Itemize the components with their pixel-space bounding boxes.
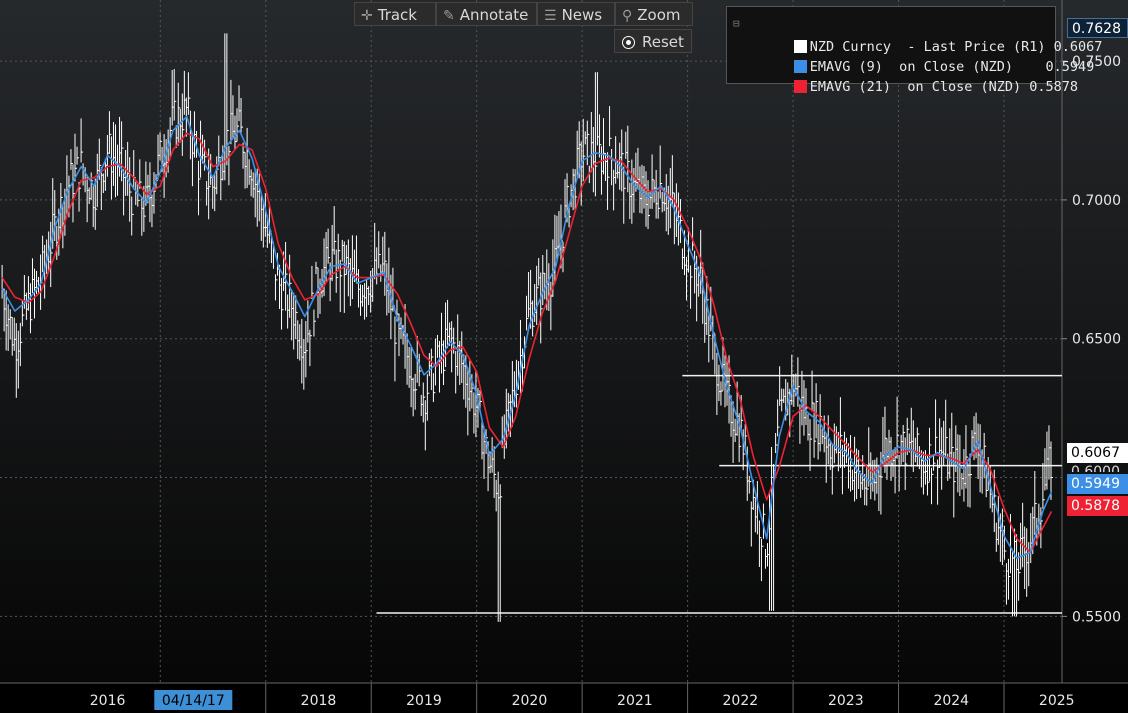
x-tick-label-2025: 2025 [1039,693,1075,709]
crosshair-icon: ✛ [361,8,373,24]
news-button[interactable]: ☰ News [537,2,615,26]
ema9-badge: 0.5949 [1067,474,1128,494]
reset-button[interactable]: Reset [614,29,692,53]
legend-row-ema21[interactable]: EMAVG (21) on Close (NZD) 0.5878 [745,57,1078,95]
x-tick-label-2022: 2022 [723,693,759,709]
legend-value-price: 0.6067 [1053,39,1103,55]
legend-label-ema9: EMAVG (9) on Close (NZD) [809,59,1013,75]
zoom-button[interactable]: ⚲ Zoom [615,2,693,26]
legend-value-ema9: 0.5949 [1045,59,1095,75]
hidden-tick-label: 0.6000 [1071,464,1120,472]
track-button[interactable]: ✛ Track [354,2,436,26]
x-tick-label-2023: 2023 [828,693,864,709]
last-price-badge: 0.6067 [1067,443,1128,463]
legend-box: ⊟ NZD Curncy - Last Price (R1) 0.6067 EM… [726,6,1102,95]
legend-label-price: NZD Curncy - Last Price (R1) [809,39,1046,55]
y-tick-label-0: 0.7500 [1072,54,1121,70]
date-marker-box [154,690,233,710]
legend-swatch-price [793,40,807,53]
legend-label-ema21: EMAVG (21) on Close (NZD) [809,79,1022,95]
zoom-label: Zoom [637,6,681,24]
x-tick-label-2024: 2024 [933,693,969,709]
y-tick-label-2: 0.6500 [1072,332,1121,348]
reset-label: Reset [642,33,684,51]
legend-row-ema9[interactable]: EMAVG (9) on Close (NZD) 0.5949 [745,37,1094,75]
legend-value-ema21: 0.5878 [1029,79,1079,95]
news-label: News [561,6,603,24]
legend-swatch-ema21 [793,80,807,93]
radio-icon [623,37,634,48]
news-icon: ☰ [544,8,557,24]
x-tick-label-2018: 2018 [301,693,337,709]
y-tick-label-3: 0.5500 [1072,609,1121,625]
track-label: Track [377,6,417,24]
tree-collapse-icon[interactable]: ⊟ [733,17,740,30]
date-marker-label: 04/14/17 [162,693,225,709]
x-tick-label-2021: 2021 [617,693,653,709]
x-tick-label-2020: 2020 [512,693,548,709]
legend-row-price[interactable]: NZD Curncy - Last Price (R1) 0.6067 [745,17,1102,55]
pencil-icon: ✎ [443,8,455,24]
legend-swatch-ema9 [793,60,807,73]
annotate-button[interactable]: ✎ Annotate [436,2,537,26]
annotate-label: Annotate [459,6,529,24]
magnifier-icon: ⚲ [622,8,633,24]
ema21-line [1,132,1053,554]
top-value-badge: 0.7628 [1067,18,1128,38]
x-tick-label-2019: 2019 [406,693,442,709]
ema21-badge: 0.5878 [1067,496,1128,516]
ema9-line [1,115,1053,559]
y-tick-label-1: 0.7000 [1072,193,1121,209]
x-tick-label-2016: 2016 [90,693,126,709]
